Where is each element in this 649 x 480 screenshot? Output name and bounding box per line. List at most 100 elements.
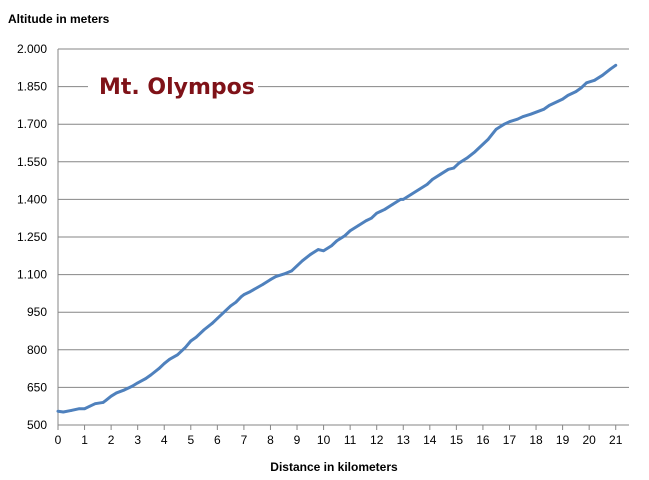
data-point bbox=[534, 110, 538, 114]
point-layer bbox=[56, 63, 618, 414]
y-tick-label: 1.400 bbox=[17, 192, 47, 206]
y-tick-label: 500 bbox=[27, 418, 47, 432]
annotation-group: Mt. Olympos bbox=[88, 69, 258, 103]
data-point bbox=[609, 67, 612, 71]
data-point bbox=[216, 317, 219, 320]
data-point bbox=[401, 198, 405, 201]
x-tick-label: 9 bbox=[294, 433, 301, 447]
data-point bbox=[176, 353, 179, 357]
data-point bbox=[224, 309, 227, 313]
data-point bbox=[364, 219, 368, 223]
data-point bbox=[370, 216, 373, 220]
data-point bbox=[383, 208, 386, 211]
data-point bbox=[502, 122, 506, 126]
tick-layer: 5006508009501.1001.2501.4001.5501.7001.8… bbox=[17, 42, 623, 447]
data-point bbox=[101, 401, 105, 404]
data-point bbox=[486, 137, 490, 141]
data-point bbox=[425, 183, 429, 186]
x-tick-label: 19 bbox=[556, 433, 570, 447]
data-point bbox=[88, 404, 92, 408]
x-tick-label: 11 bbox=[344, 433, 357, 447]
data-point bbox=[348, 229, 352, 233]
data-point bbox=[62, 410, 65, 414]
data-point bbox=[269, 278, 272, 281]
x-tick-label: 16 bbox=[476, 433, 490, 447]
x-tick-label: 8 bbox=[267, 433, 274, 447]
data-point bbox=[508, 120, 511, 123]
y-tick-label: 1.550 bbox=[17, 155, 47, 169]
data-point bbox=[561, 97, 564, 101]
data-point bbox=[473, 150, 477, 154]
data-point bbox=[417, 188, 421, 191]
data-point bbox=[316, 248, 320, 251]
data-point bbox=[555, 100, 559, 103]
x-tick-label: 13 bbox=[397, 433, 411, 447]
data-point bbox=[409, 193, 413, 196]
data-point bbox=[93, 402, 97, 405]
data-point bbox=[614, 63, 618, 67]
data-point bbox=[104, 399, 108, 402]
data-point bbox=[529, 112, 533, 116]
data-point bbox=[542, 107, 546, 111]
y-tick-label: 1.100 bbox=[17, 268, 47, 282]
data-point bbox=[210, 322, 214, 325]
y-tick-label: 650 bbox=[27, 380, 47, 394]
data-point bbox=[247, 290, 251, 294]
data-point bbox=[335, 239, 339, 243]
data-point bbox=[322, 249, 325, 253]
x-tick-label: 10 bbox=[317, 433, 331, 447]
data-point bbox=[56, 409, 60, 413]
series-layer bbox=[56, 63, 618, 414]
x-tick-label: 2 bbox=[108, 433, 115, 447]
data-point bbox=[593, 79, 596, 82]
y-tick-label: 1.250 bbox=[17, 230, 47, 244]
x-tick-label: 5 bbox=[187, 433, 194, 447]
y-tick-label: 800 bbox=[27, 343, 47, 357]
data-point bbox=[109, 394, 113, 398]
y-tick-label: 1.850 bbox=[17, 80, 47, 94]
data-point bbox=[579, 86, 583, 90]
x-tick-label: 1 bbox=[81, 433, 88, 447]
data-point bbox=[194, 335, 198, 339]
data-point bbox=[162, 362, 166, 365]
data-point bbox=[566, 94, 570, 97]
data-point bbox=[574, 90, 578, 93]
x-tick-label: 7 bbox=[241, 433, 248, 447]
data-point bbox=[131, 384, 134, 388]
data-point bbox=[239, 295, 243, 298]
x-tick-label: 21 bbox=[609, 433, 623, 447]
data-point bbox=[83, 407, 86, 411]
data-point bbox=[77, 407, 81, 411]
chart-annotation: Mt. Olympos bbox=[99, 75, 255, 100]
x-tick-label: 20 bbox=[582, 433, 596, 447]
data-point bbox=[123, 388, 126, 392]
x-axis-title: Distance in kilometers bbox=[270, 460, 398, 474]
data-point bbox=[457, 161, 461, 165]
annotation-background bbox=[88, 69, 258, 103]
data-point bbox=[516, 117, 519, 121]
data-point bbox=[548, 104, 551, 107]
data-point bbox=[274, 275, 278, 278]
x-tick-label: 12 bbox=[370, 433, 384, 447]
data-point bbox=[356, 224, 360, 228]
data-point bbox=[494, 127, 498, 131]
x-tick-label: 4 bbox=[161, 433, 168, 447]
y-tick-label: 2.000 bbox=[17, 42, 47, 56]
data-point bbox=[301, 259, 304, 263]
x-tick-label: 17 bbox=[503, 433, 517, 447]
data-point bbox=[447, 168, 450, 171]
data-point bbox=[601, 74, 604, 77]
x-tick-label: 6 bbox=[214, 433, 221, 447]
data-point bbox=[521, 115, 525, 118]
data-point bbox=[290, 269, 294, 273]
x-tick-label: 0 bbox=[55, 433, 62, 447]
data-point bbox=[115, 391, 118, 395]
data-point bbox=[149, 373, 153, 377]
data-point bbox=[136, 381, 139, 385]
x-tick-label: 15 bbox=[450, 433, 464, 447]
x-tick-label: 14 bbox=[423, 433, 437, 447]
data-point bbox=[343, 234, 347, 238]
data-point bbox=[242, 293, 246, 296]
